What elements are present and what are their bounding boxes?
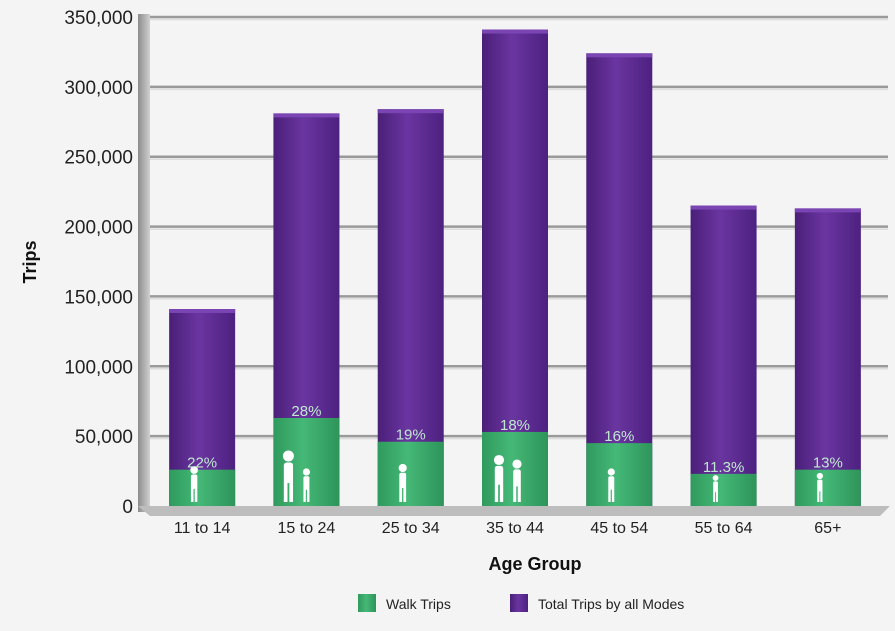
bar-total-trips bbox=[377, 109, 444, 506]
y-tick-label: 250,000 bbox=[64, 148, 133, 169]
y-tick-label: 300,000 bbox=[64, 78, 133, 99]
bar-total-cap bbox=[794, 208, 861, 213]
legend: Walk Trips Total Trips by all Modes bbox=[358, 594, 684, 612]
y-tick-label: 150,000 bbox=[64, 287, 133, 308]
bar-total-cap bbox=[169, 309, 236, 314]
legend-label-walk-trips: Walk Trips bbox=[386, 596, 451, 612]
y-axis-wall bbox=[138, 14, 150, 512]
bar-walk-trips bbox=[273, 417, 340, 506]
bar-total-cap bbox=[482, 29, 548, 34]
walker-icon bbox=[398, 463, 407, 502]
bar-total-trips bbox=[794, 208, 861, 506]
walk-share-label: 19% bbox=[396, 427, 426, 444]
y-tick-label: 350,000 bbox=[64, 8, 133, 29]
x-axis-floor bbox=[138, 506, 890, 516]
bar-layer: 22% 28% 19% 18% 16% 11.3% 13% bbox=[169, 29, 861, 507]
x-tick-label: 25 to 34 bbox=[382, 520, 440, 537]
bar-walk-trips bbox=[586, 443, 653, 506]
y-tick-labels: 0 50,000 100,000 150,000 200,000 250,000 300,0… bbox=[64, 8, 133, 518]
walk-share-label: 28% bbox=[291, 403, 321, 420]
x-tick-label: 45 to 54 bbox=[590, 520, 648, 537]
bar-walk-trips bbox=[690, 473, 757, 506]
walker-icon bbox=[190, 466, 198, 502]
bar-walk-trips bbox=[377, 441, 444, 506]
x-tick-label: 15 to 24 bbox=[278, 520, 336, 537]
walk-share-label: 22% bbox=[187, 455, 217, 472]
couple-icon bbox=[493, 454, 522, 502]
bar-walk-trips bbox=[169, 469, 236, 506]
y-axis-title: Trips bbox=[20, 240, 40, 283]
x-tick-label: 65+ bbox=[814, 520, 841, 537]
x-tick-labels: 11 to 14 15 to 24 25 to 34 35 to 44 45 to 54… bbox=[174, 520, 842, 537]
x-tick-label: 55 to 64 bbox=[695, 520, 753, 537]
legend-swatch-total-trips bbox=[510, 594, 528, 612]
y-tick-label: 100,000 bbox=[64, 357, 133, 378]
bar-walk-trips bbox=[794, 469, 861, 506]
y-tick-label: 0 bbox=[122, 497, 133, 518]
legend-label-total-trips: Total Trips by all Modes bbox=[538, 596, 684, 612]
elderly-walker-icon bbox=[816, 472, 823, 502]
y-tick-label: 50,000 bbox=[75, 427, 133, 448]
bar-total-cap bbox=[586, 53, 653, 58]
legend-swatch-walk-trips bbox=[358, 594, 376, 612]
walk-share-label: 13% bbox=[813, 455, 843, 472]
y-tick-label: 200,000 bbox=[64, 218, 133, 239]
walker-icon bbox=[607, 468, 615, 502]
bar-total-trips bbox=[690, 205, 757, 506]
bar-total-cap bbox=[377, 109, 444, 114]
bar-total-cap bbox=[273, 113, 340, 118]
walk-share-label: 11.3% bbox=[703, 459, 744, 476]
walker-icon bbox=[712, 475, 719, 502]
walk-share-label: 18% bbox=[500, 417, 530, 434]
x-tick-label: 35 to 44 bbox=[486, 520, 544, 537]
bar-total-trips bbox=[482, 29, 548, 507]
x-axis-title: Age Group bbox=[489, 554, 582, 574]
x-tick-label: 11 to 14 bbox=[174, 520, 231, 537]
bar-total-trips bbox=[586, 53, 653, 506]
bar-total-cap bbox=[690, 205, 757, 210]
walk-share-label: 16% bbox=[604, 428, 634, 445]
family-icon bbox=[282, 450, 311, 502]
